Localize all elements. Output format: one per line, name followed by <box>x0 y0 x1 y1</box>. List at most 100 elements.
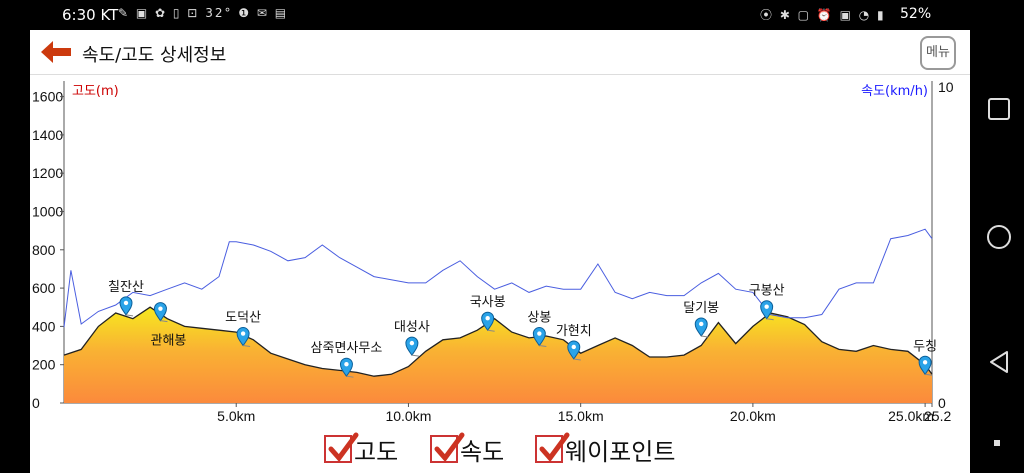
y-left-tick-label: 1600 <box>32 89 63 105</box>
waypoint-pin-dot <box>240 331 246 336</box>
back-nav-icon[interactable] <box>989 350 1009 374</box>
status-bar: 6:30 KT ✎ ▣ ✿ ▯ ⊡ 32° ❶ ✉ ▤ ⦿ ✱ ▢ ⏰ ▣ ◔ … <box>0 0 970 30</box>
waypoint-marker <box>760 300 774 321</box>
waypoint-label: 관해봉 <box>150 334 186 349</box>
waypoint-pin-dot <box>344 361 349 367</box>
y-left-axis-label: 고도(m) <box>72 84 119 99</box>
legend-waypoint-toggle[interactable]: 웨이포인트 <box>535 432 675 466</box>
waypoint-marker <box>918 355 933 376</box>
waypoint-pin-shadow <box>160 320 168 323</box>
waypoint-pin-icon <box>567 340 581 360</box>
altitude-area <box>64 307 932 403</box>
waypoint-pin-icon <box>236 327 250 347</box>
waypoint-label: 두칭 <box>913 339 937 354</box>
menu-button[interactable]: 메뉴 <box>920 36 956 70</box>
waypoint-label: 대성사 <box>394 320 430 335</box>
legend-altitude-toggle[interactable]: 고도 <box>324 432 398 466</box>
waypoint-pin-icon <box>694 317 708 337</box>
waypoint-label: 삼죽면사무소 <box>311 341 383 356</box>
legend-altitude-label: 고도 <box>354 437 399 466</box>
waypoint-checkbox[interactable] <box>535 432 570 463</box>
waypoint-pin-dot <box>571 344 576 350</box>
waypoint-label: 가현치 <box>556 324 592 339</box>
x-tick-label: 5.0km <box>217 408 255 424</box>
check-icon <box>328 432 359 462</box>
waypoint-pin-shadow <box>346 375 354 378</box>
check-icon <box>539 432 570 462</box>
status-system-icons: ⦿ ✱ ▢ ⏰ ▣ ◔ ▮ <box>760 8 886 22</box>
waypoint-pin-shadow <box>539 345 547 348</box>
waypoint-pin-icon <box>481 311 495 332</box>
y-left-tick-label: 1000 <box>32 203 63 219</box>
waypoint-pin-shadow <box>925 373 933 376</box>
waypoint-pin-icon <box>532 327 546 347</box>
waypoint-pin-shadow <box>125 314 134 317</box>
waypoint-pin-dot <box>485 316 490 321</box>
waypoint-pin-dot <box>764 304 769 309</box>
navigation-bar <box>970 0 1024 473</box>
altitude-line <box>63 306 933 377</box>
waypoint-pin-dot <box>699 321 704 327</box>
y-right-axis-label: 속도(km/h) <box>861 84 928 99</box>
waypoint-pin-icon <box>760 300 774 320</box>
waypoint-marker <box>481 311 495 332</box>
waypoint-label: 칠잔산 <box>108 280 144 295</box>
chart-svg: 1600 1400 1200 1000 800 600 400 200 0 10 0 고도(m) 속도(… <box>32 79 954 424</box>
y-left-tick-label: 400 <box>32 318 56 334</box>
elevation-speed-chart: 1600 1400 1200 1000 800 600 400 200 0 10 0 고도(m) 속도(… <box>30 75 970 430</box>
x-tick-label: 10.0km <box>385 408 431 424</box>
y-right-tick-label: 10 <box>938 79 954 95</box>
waypoint-pin-shadow <box>701 335 709 338</box>
status-temp: 32° <box>205 6 233 20</box>
back-arrow-icon[interactable] <box>38 38 74 66</box>
status-battery: 52% <box>900 6 932 22</box>
waypoint-pin-icon <box>405 336 419 356</box>
waypoint-marker <box>532 327 547 348</box>
waypoint-marker <box>236 327 251 348</box>
waypoint-marker <box>694 317 709 338</box>
check-icon <box>434 432 465 462</box>
y-left-tick-label: 200 <box>32 357 56 373</box>
waypoint-pin-icon <box>119 296 133 316</box>
x-tick-label: 20.0km <box>730 408 776 424</box>
waypoint-pin-dot <box>158 306 163 311</box>
waypoint-label: 구봉산 <box>749 284 785 299</box>
altitude-checkbox[interactable] <box>324 432 359 463</box>
y-left-tick-label: 600 <box>32 280 56 296</box>
legend-speed-toggle[interactable]: 속도 <box>430 432 504 466</box>
keyboard-dot-icon <box>994 440 1000 446</box>
waypoint-marker <box>119 296 134 317</box>
y-left-tick-label: 800 <box>32 242 56 258</box>
waypoint-label: 상봉 <box>527 311 551 326</box>
waypoint-pin-shadow <box>487 329 495 332</box>
x-tick-label: 25.2 <box>924 408 951 424</box>
recent-apps-icon[interactable] <box>988 98 1010 120</box>
waypoint-marker <box>153 302 168 323</box>
waypoint-pin-dot <box>123 300 129 306</box>
speed-checkbox[interactable] <box>430 432 465 463</box>
home-icon[interactable] <box>987 225 1011 249</box>
legend-waypoint-label: 웨이포인트 <box>565 437 676 466</box>
waypoint-label: 달기봉 <box>683 301 719 316</box>
speed-line <box>63 228 933 328</box>
app-header: 속도/고도 상세정보 메뉴 <box>30 30 970 75</box>
waypoint-marker <box>567 340 581 361</box>
legend-speed-label: 속도 <box>460 437 505 466</box>
y-left-tick-label: 1200 <box>32 165 63 181</box>
waypoint-marker <box>339 357 354 378</box>
waypoint-pin-icon <box>918 355 932 376</box>
waypoint-label: 국사봉 <box>470 295 506 310</box>
x-tick-label: 25.0km <box>888 408 934 424</box>
status-notification-icons: ✎ ▣ ✿ ▯ ⊡ 32° ❶ ✉ ▤ <box>118 6 289 20</box>
status-time: 6:30 KT <box>62 6 119 24</box>
waypoint-pin-icon <box>339 357 353 378</box>
chart-legend: 고도 속도 웨이포인트 <box>30 428 970 473</box>
y-right-tick-label: 0 <box>938 395 946 411</box>
waypoint-pin-shadow <box>243 345 251 348</box>
waypoint-pin-shadow <box>573 358 581 361</box>
waypoint-pin-dot <box>537 331 542 336</box>
waypoint-pin-dot <box>409 340 415 346</box>
y-left-tick-label: 0 <box>32 395 40 411</box>
page-title: 속도/고도 상세정보 <box>82 45 227 66</box>
y-left-tick-label: 1400 <box>32 127 63 143</box>
